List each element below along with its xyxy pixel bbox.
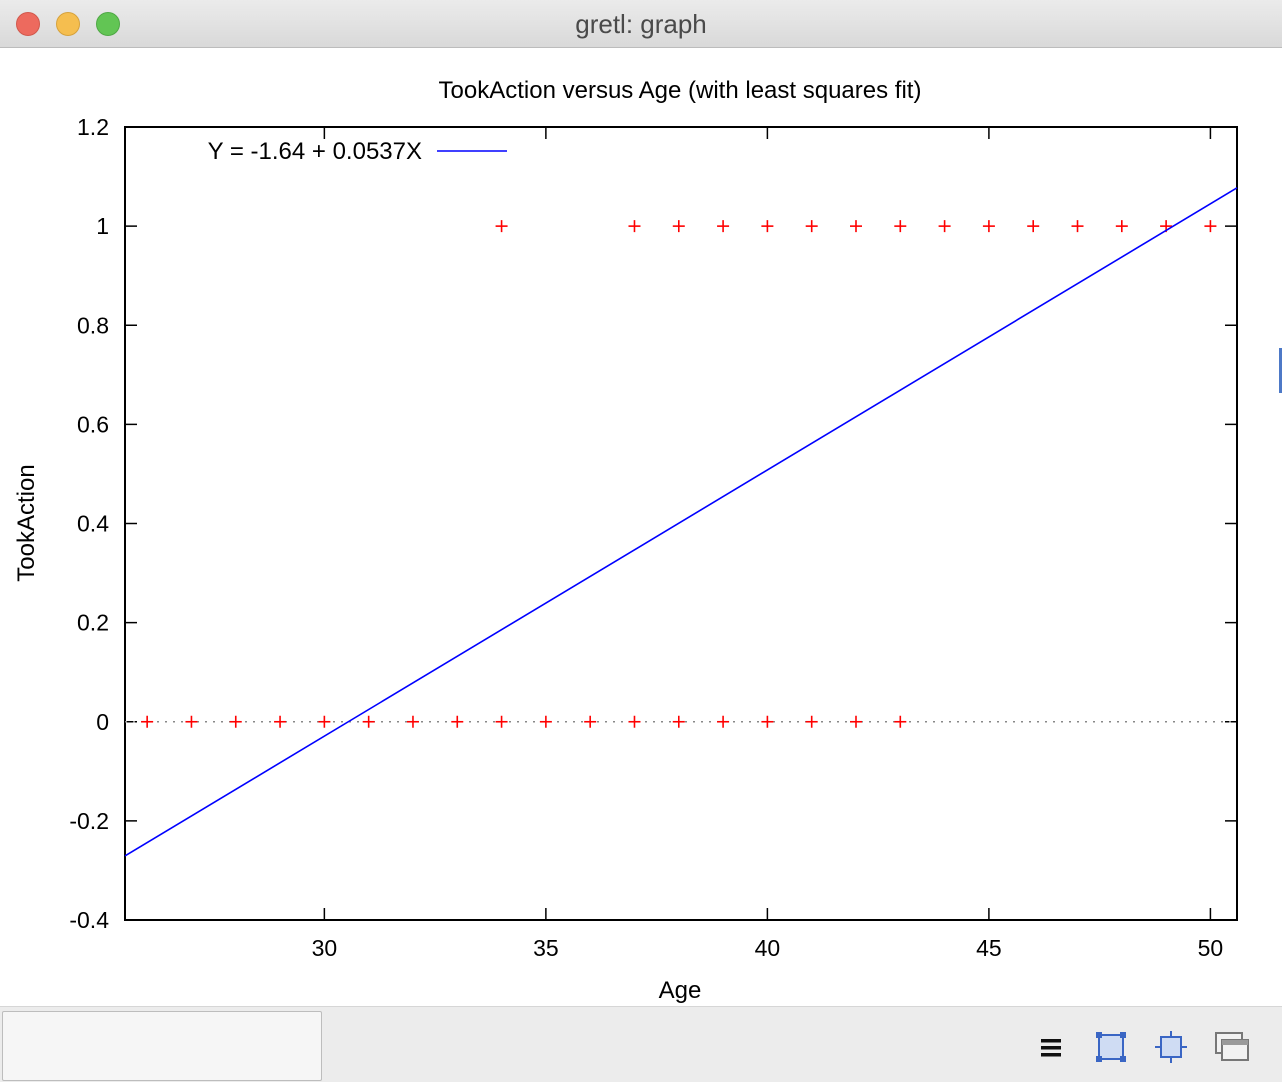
data-point (495, 220, 508, 233)
y-axis: -0.4 -0.2 0 0.2 0.4 0.6 0.8 1 1.2 (69, 114, 1237, 933)
data-point (495, 715, 508, 728)
zoom-icon (1096, 1032, 1126, 1062)
zoom-button[interactable] (1091, 1027, 1131, 1067)
maximize-window-button[interactable] (96, 12, 120, 36)
x-tick-label: 40 (755, 935, 781, 961)
minimize-window-button[interactable] (56, 12, 80, 36)
x-tick-label: 50 (1198, 935, 1224, 961)
data-point (894, 220, 907, 233)
x-tick-label: 30 (312, 935, 338, 961)
x-axis: 30 35 40 45 50 (312, 127, 1224, 961)
window-title: gretl: graph (575, 9, 707, 39)
legend-label: Y = -1.64 + 0.0537X (208, 138, 422, 165)
y-tick-label: 0.6 (77, 411, 109, 437)
data-point (318, 715, 331, 728)
y-axis-label: TookAction (13, 464, 40, 581)
data-point (584, 715, 597, 728)
y-tick-label: -0.2 (69, 808, 109, 834)
scatter-chart[interactable]: TookAction versus Age (with least square… (0, 48, 1282, 1006)
windows-icon (1215, 1032, 1249, 1061)
data-point (451, 715, 464, 728)
status-field (2, 1011, 322, 1081)
data-point (982, 220, 995, 233)
chart-title: TookAction versus Age (with least square… (439, 77, 922, 104)
data-point (717, 715, 730, 728)
x-axis-label: Age (659, 977, 702, 1004)
close-window-button[interactable] (16, 12, 40, 36)
windows-button[interactable] (1211, 1027, 1251, 1067)
y-tick-label: -0.4 (69, 907, 109, 933)
least-squares-fit-line (124, 187, 1238, 857)
data-point (628, 220, 641, 233)
x-tick-label: 35 (533, 935, 559, 961)
data-point (141, 715, 154, 728)
data-point (362, 715, 375, 728)
y-tick-label: 0.4 (77, 511, 109, 537)
fit-button[interactable] (1151, 1027, 1191, 1067)
data-point (805, 220, 818, 233)
data-point (761, 715, 774, 728)
title-bar[interactable]: gretl: graph (0, 0, 1282, 48)
x-tick-label: 45 (976, 935, 1002, 961)
data-point (406, 715, 419, 728)
data-point (185, 715, 198, 728)
menu-icon (1041, 1039, 1061, 1057)
y-tick-label: 0 (96, 709, 109, 735)
data-point (628, 715, 641, 728)
y-tick-label: 1.2 (77, 114, 109, 140)
data-point (1115, 220, 1128, 233)
menu-button[interactable] (1031, 1027, 1071, 1067)
status-bar (0, 1006, 1282, 1082)
data-point (274, 715, 287, 728)
data-point (229, 715, 242, 728)
data-point (1071, 220, 1084, 233)
plot-frame (124, 126, 1238, 921)
data-point (672, 220, 685, 233)
legend: Y = -1.64 + 0.0537X (208, 138, 507, 165)
data-point (717, 220, 730, 233)
plot-area[interactable]: TookAction versus Age (with least square… (0, 48, 1282, 1006)
data-point (1027, 220, 1040, 233)
data-point (938, 220, 951, 233)
data-point (1204, 220, 1217, 233)
y-tick-label: 0.8 (77, 312, 109, 338)
data-points (141, 220, 1217, 728)
data-point (761, 220, 774, 233)
y-tick-label: 0.2 (77, 610, 109, 636)
data-point (849, 715, 862, 728)
data-point (672, 715, 685, 728)
data-point (805, 715, 818, 728)
y-tick-label: 1 (96, 213, 109, 239)
fit-icon (1155, 1031, 1187, 1063)
window-edge-indicator (1279, 348, 1282, 393)
data-point (849, 220, 862, 233)
data-point (539, 715, 552, 728)
data-point (894, 715, 907, 728)
